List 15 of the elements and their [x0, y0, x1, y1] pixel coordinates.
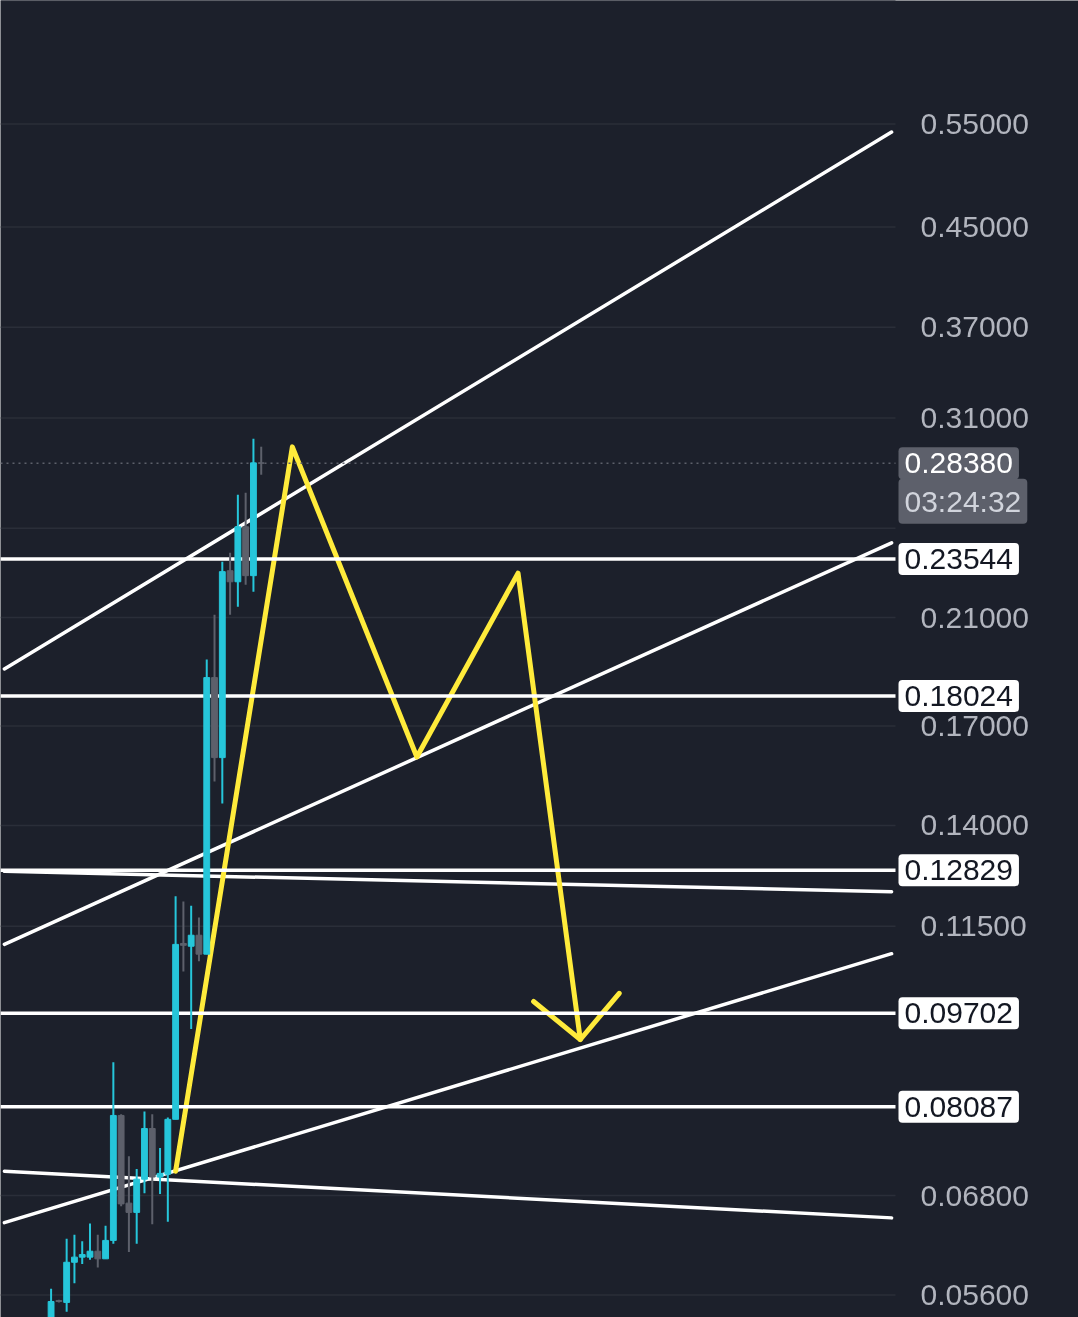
y-tick-label: 0.06800	[920, 1178, 1029, 1212]
ref-line-label: 0.12829	[904, 853, 1013, 887]
y-tick-label: 0.55000	[920, 107, 1029, 141]
y-tick-label: 0.45000	[920, 209, 1029, 243]
y-tick-label: 0.14000	[920, 808, 1029, 842]
ref-line-label: 0.09702	[904, 996, 1013, 1030]
text: 03:24:32	[904, 484, 1022, 518]
y-tick-label: 0.31000	[920, 400, 1029, 434]
ref-line-label: 0.08087	[904, 1089, 1013, 1123]
y-tick-label: 0.21000	[920, 600, 1029, 634]
ref-line-label: 0.28380	[904, 446, 1013, 480]
ref-line-label: 0.23544	[904, 541, 1013, 575]
y-tick-label: 0.05600	[920, 1278, 1029, 1312]
y-tick-label: 0.11500	[920, 909, 1027, 943]
y-tick-label: 0.37000	[920, 310, 1029, 344]
